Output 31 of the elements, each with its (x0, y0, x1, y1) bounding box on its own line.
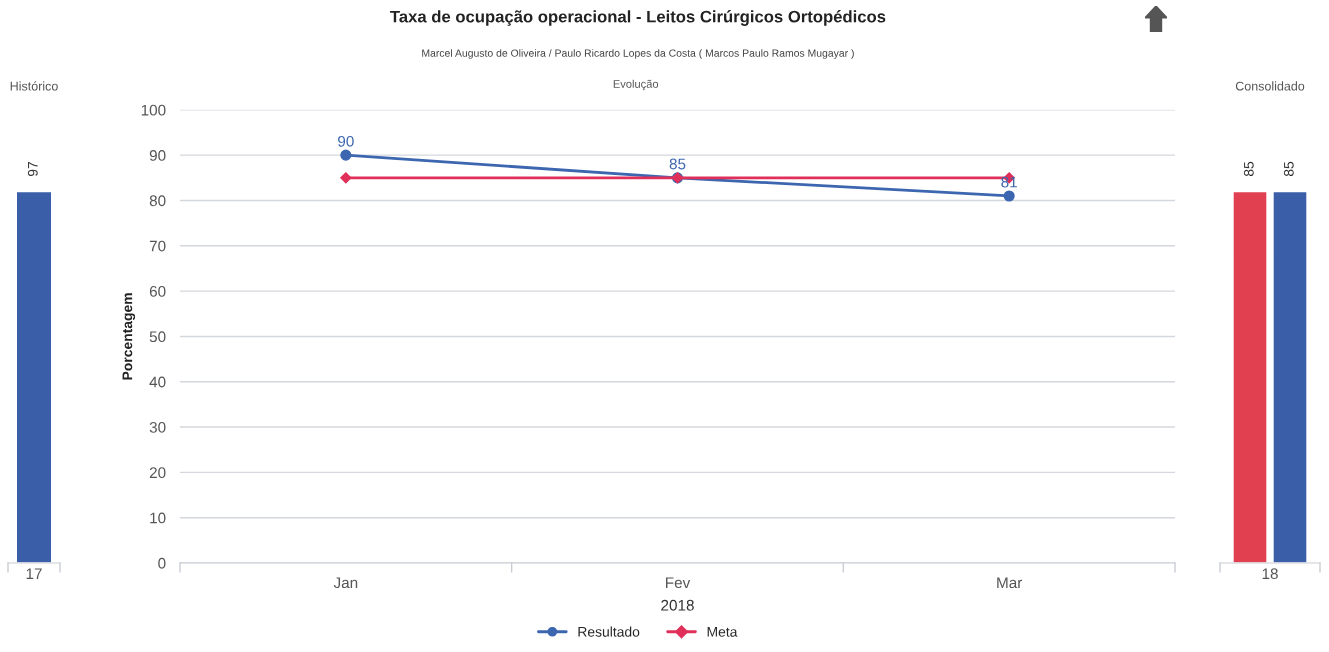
y-tick-label: 90 (149, 150, 166, 161)
legend-label: Resultado (578, 626, 640, 637)
y-axis-title: Porcentagem (122, 293, 136, 380)
data-label: 90 (338, 135, 354, 147)
data-label: 97 (27, 161, 38, 177)
x-tick-label: 18 (1262, 568, 1278, 580)
data-label: 85 (1283, 161, 1294, 177)
y-tick-label: 20 (149, 467, 166, 479)
data-label: 85 (1243, 161, 1254, 177)
chart-title: Consolidado (1235, 81, 1305, 91)
data-label: 81 (1001, 176, 1017, 188)
chart-title: Taxa de ocupação operacional - Leitos Cirúrgicos Ortopédicos (390, 10, 886, 26)
x-axis-title: 2018 (661, 599, 694, 611)
chart-title: Histórico (10, 81, 58, 91)
x-tick-label: Mar (997, 577, 1023, 589)
legend-label: Meta (707, 627, 738, 637)
y-tick-label: 10 (150, 512, 166, 524)
y-tick-label: 100 (141, 104, 166, 116)
data-label: 85 (669, 158, 686, 170)
y-tick-label: 80 (149, 195, 166, 207)
chart-subtitle: Marcel Augusto de Oliveira / Paulo Ricardo Lopes da Costa ( Marcos Paulo Ramos Mugayar ) (422, 49, 854, 59)
y-tick-label: 70 (149, 240, 166, 252)
x-tick-label: 17 (26, 568, 42, 579)
x-tick-label: Jan (333, 577, 358, 589)
x-tick-label: Fev (666, 577, 691, 589)
text: Evolução (613, 79, 659, 91)
y-tick-label: 30 (149, 421, 166, 433)
y-tick-label: 60 (149, 285, 166, 297)
y-tick-label: 0 (158, 557, 166, 569)
y-tick-label: 50 (149, 331, 166, 343)
y-tick-label: 40 (149, 376, 166, 388)
